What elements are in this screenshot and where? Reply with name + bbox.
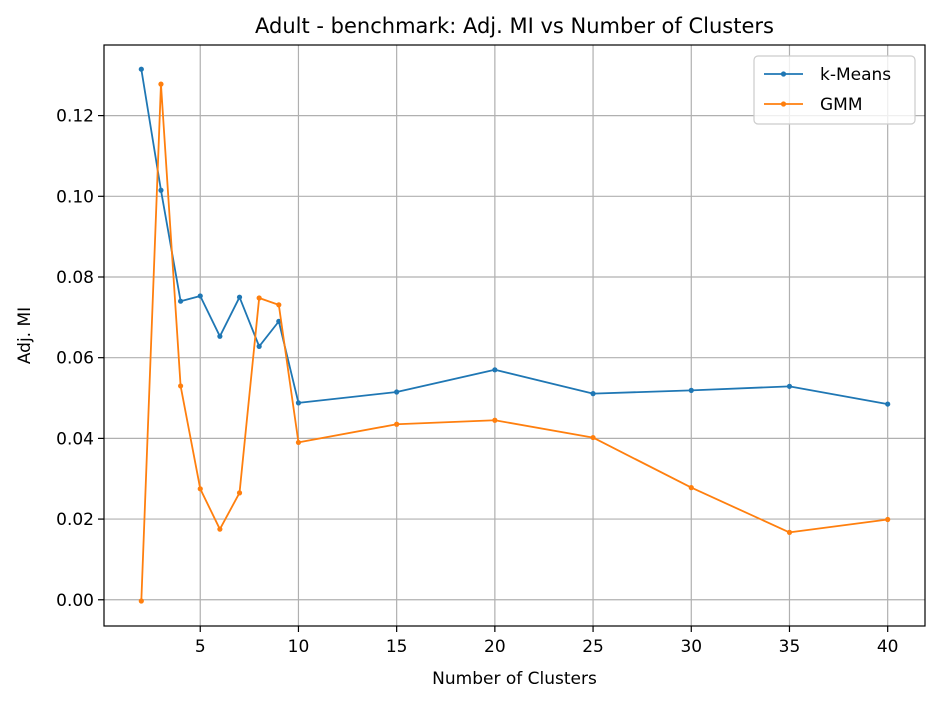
data-point-k-means [295,400,302,406]
data-point-gmm [158,81,164,87]
legend-box [753,55,916,125]
x-tick-label: 20 [484,637,506,657]
data-point-gmm [885,516,891,523]
y-tick-label: 0.12 [56,107,94,127]
data-point-gmm [138,598,144,604]
series-layer [138,66,891,604]
y-tick-label: 0.10 [56,187,94,207]
x-tick-label: 35 [779,637,801,657]
y-tick-label: 0.06 [56,349,94,369]
legend-marker-kmeans [780,71,787,77]
data-point-k-means [256,343,262,349]
data-point-k-means [217,333,223,339]
y-tick-label: 0.04 [56,429,94,449]
legend-label-kmeans: k-Means [820,65,891,85]
chart-title: Adult - benchmark: Adj. MI vs Number of … [255,14,774,38]
legend-marker-gmm [780,101,787,107]
data-point-k-means [394,389,400,395]
data-point-gmm [590,434,596,441]
x-tick-label: 15 [386,637,408,657]
data-point-gmm [236,490,243,496]
legend-label-gmm: GMM [820,95,863,115]
data-point-k-means [590,391,596,397]
series-k-means [138,66,891,407]
data-point-gmm [217,526,223,532]
data-point-gmm [178,383,184,389]
series-gmm [138,81,891,604]
x-axis-label: Number of Clusters [432,669,597,689]
x-tick-label: 10 [288,637,310,657]
data-point-k-means [688,387,694,393]
data-point-k-means [885,401,891,407]
data-point-k-means [138,66,144,72]
grid [104,45,925,626]
x-tick-label: 5 [195,637,206,657]
legend: k-Means GMM [753,55,916,125]
data-point-k-means [786,383,793,389]
x-tick-label: 40 [877,637,899,657]
data-point-k-means [178,298,184,304]
y-axis-ticks: 0.00 0.02 0.04 0.06 0.08 0.10 0.12 [56,107,104,611]
data-point-gmm [197,486,203,492]
x-axis-ticks: 5 10 15 20 25 30 35 40 [195,626,899,657]
plot-frame [103,44,926,627]
y-tick-label: 0.02 [56,510,94,530]
x-tick-label: 25 [582,637,604,657]
y-tick-label: 0.08 [56,268,94,288]
data-point-k-means [197,293,203,299]
data-point-k-means [236,294,243,300]
data-point-k-means [492,367,498,373]
data-point-gmm [295,439,302,446]
data-point-gmm [394,421,400,427]
data-point-gmm [786,529,793,535]
data-point-gmm [256,295,262,301]
data-point-gmm [492,417,498,423]
data-point-k-means [158,187,164,193]
x-tick-label: 30 [680,637,702,657]
data-point-gmm [276,302,282,308]
y-tick-label: 0.00 [56,591,94,611]
y-axis-label: Adj. MI [15,307,35,364]
data-point-gmm [688,485,694,491]
